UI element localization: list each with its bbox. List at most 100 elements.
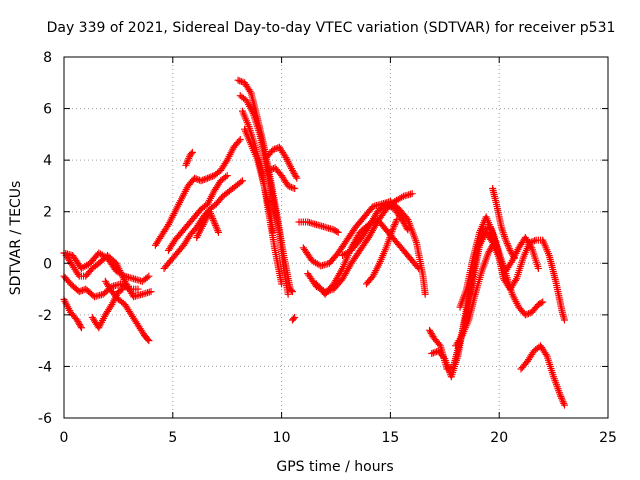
data-point — [236, 136, 244, 144]
data-point — [107, 302, 115, 310]
data-point — [214, 228, 222, 236]
data-point — [389, 226, 397, 234]
data-series — [265, 164, 299, 193]
data-point — [222, 173, 230, 181]
data-point — [74, 270, 82, 278]
x-tick-label: 5 — [168, 430, 177, 446]
data-point — [209, 216, 217, 224]
data-point — [413, 263, 421, 271]
data-point — [556, 391, 564, 399]
data-series — [452, 241, 497, 350]
data-point — [289, 184, 297, 192]
data-point — [145, 337, 153, 345]
data-point — [560, 316, 568, 324]
y-tick-label: 6 — [43, 102, 52, 118]
y-tick-label: 8 — [43, 50, 52, 66]
data-point — [145, 272, 153, 280]
y-tick-label: 0 — [43, 256, 52, 272]
data-series — [262, 143, 301, 182]
data-series — [164, 172, 231, 254]
data-point — [238, 177, 246, 185]
data-point — [205, 174, 213, 182]
data-point — [236, 77, 244, 85]
data-series — [517, 342, 568, 409]
data-series — [489, 185, 518, 262]
data-point — [292, 173, 300, 181]
data-point — [512, 276, 520, 284]
data-point — [212, 223, 220, 231]
data-point — [200, 175, 208, 183]
data-point — [206, 208, 214, 216]
data-point — [188, 148, 196, 156]
data-point — [393, 215, 401, 223]
data-series — [62, 252, 155, 301]
data-series — [160, 177, 246, 272]
data-point — [204, 174, 212, 182]
y-tick-label: 4 — [43, 153, 52, 169]
data-point — [529, 237, 537, 245]
data-point — [404, 226, 412, 234]
data-series — [182, 148, 196, 169]
data-point — [202, 175, 210, 183]
data-point — [163, 222, 171, 230]
data-series — [101, 277, 153, 345]
data-point — [234, 76, 242, 84]
data-point — [207, 209, 215, 217]
data-series — [456, 213, 547, 319]
data-point — [428, 350, 436, 358]
data-point — [269, 165, 277, 173]
data-point — [223, 172, 231, 180]
data-point — [527, 238, 535, 246]
data-point — [183, 158, 191, 166]
data-point — [183, 160, 191, 168]
data-point — [338, 266, 346, 274]
data-point — [489, 241, 497, 249]
data-point — [246, 87, 254, 95]
data-point — [271, 145, 279, 153]
data-point — [408, 190, 416, 198]
data-point — [269, 228, 277, 236]
data-series — [295, 218, 342, 236]
x-axis-label: GPS time / hours — [276, 459, 393, 475]
data-point — [293, 174, 301, 182]
data-point — [505, 243, 513, 251]
data-point — [392, 217, 400, 225]
data-series — [339, 200, 412, 260]
data-point — [222, 158, 230, 166]
data-point — [213, 225, 221, 233]
data-point — [197, 177, 205, 185]
data-point — [457, 333, 465, 341]
data-point — [147, 288, 155, 296]
data-point — [281, 152, 289, 160]
data-point — [214, 227, 222, 235]
data-point — [521, 311, 529, 319]
data-point — [291, 313, 299, 321]
data-point — [558, 396, 566, 404]
data-point — [439, 353, 447, 361]
axis-ticks: 0 5 10 15 20 25 -6 -4 -2 0 2 4 6 8 — [38, 50, 617, 446]
chart-title: Day 339 of 2021, Sidereal Day-to-day VTE… — [47, 20, 616, 36]
data-point — [194, 175, 202, 183]
data-point — [284, 290, 292, 298]
data-series — [299, 197, 429, 298]
data-point — [209, 215, 217, 223]
data-point — [560, 399, 568, 407]
data-series — [288, 313, 299, 324]
data-point — [211, 220, 219, 228]
data-point — [403, 224, 411, 232]
data-point — [560, 401, 568, 409]
data-point — [488, 243, 496, 251]
data-point — [510, 253, 518, 261]
data-point — [187, 150, 195, 158]
data-point — [212, 221, 220, 229]
x-tick-label: 20 — [490, 430, 508, 446]
data-point — [207, 173, 215, 181]
data-point — [144, 335, 152, 343]
data-point — [286, 183, 294, 191]
data-point — [207, 211, 215, 219]
x-tick-label: 0 — [60, 430, 69, 446]
data-point — [523, 310, 531, 318]
data-point — [537, 299, 545, 307]
data-point — [421, 290, 429, 298]
data-point — [237, 178, 245, 186]
